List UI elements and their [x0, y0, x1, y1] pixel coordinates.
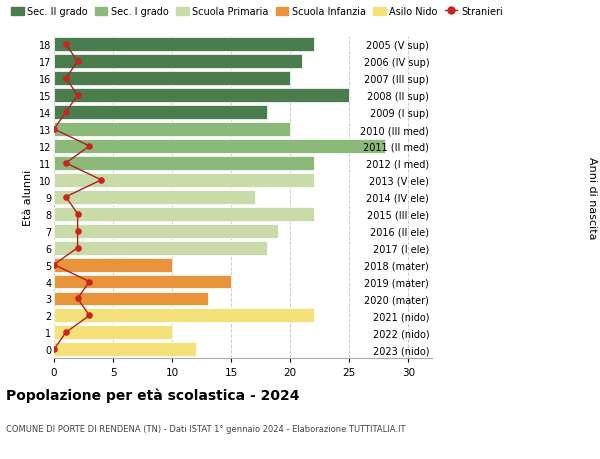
- Bar: [54, 326, 172, 340]
- Bar: [54, 224, 278, 238]
- Point: [61, 160, 71, 167]
- Bar: [54, 106, 266, 120]
- Point: [61, 194, 71, 201]
- Bar: [54, 89, 349, 103]
- Text: Anni di nascita: Anni di nascita: [587, 156, 597, 239]
- Point: [49, 346, 59, 353]
- Bar: [54, 241, 266, 255]
- Point: [85, 143, 94, 150]
- Text: COMUNE DI PORTE DI RENDENA (TN) - Dati ISTAT 1° gennaio 2024 - Elaborazione TUTT: COMUNE DI PORTE DI RENDENA (TN) - Dati I…: [6, 425, 406, 434]
- Bar: [54, 55, 302, 69]
- Bar: [54, 292, 208, 306]
- Y-axis label: Età alunni: Età alunni: [23, 169, 33, 225]
- Point: [73, 245, 82, 252]
- Bar: [54, 123, 290, 137]
- Bar: [54, 190, 255, 204]
- Bar: [54, 38, 314, 52]
- Point: [61, 329, 71, 336]
- Bar: [54, 157, 314, 170]
- Bar: [54, 342, 196, 357]
- Point: [73, 58, 82, 66]
- Bar: [54, 258, 172, 272]
- Point: [97, 177, 106, 184]
- Point: [49, 261, 59, 269]
- Point: [73, 295, 82, 302]
- Bar: [54, 275, 231, 289]
- Legend: Sec. II grado, Sec. I grado, Scuola Primaria, Scuola Infanzia, Asilo Nido, Stran: Sec. II grado, Sec. I grado, Scuola Prim…: [11, 7, 503, 17]
- Bar: [54, 174, 314, 187]
- Point: [73, 211, 82, 218]
- Point: [85, 278, 94, 285]
- Point: [73, 228, 82, 235]
- Bar: [54, 140, 385, 154]
- Bar: [54, 72, 290, 86]
- Point: [73, 92, 82, 100]
- Point: [85, 312, 94, 319]
- Point: [61, 41, 71, 49]
- Point: [61, 75, 71, 83]
- Point: [61, 109, 71, 117]
- Text: Popolazione per età scolastica - 2024: Popolazione per età scolastica - 2024: [6, 388, 299, 403]
- Point: [49, 126, 59, 134]
- Bar: [54, 207, 314, 221]
- Bar: [54, 309, 314, 323]
